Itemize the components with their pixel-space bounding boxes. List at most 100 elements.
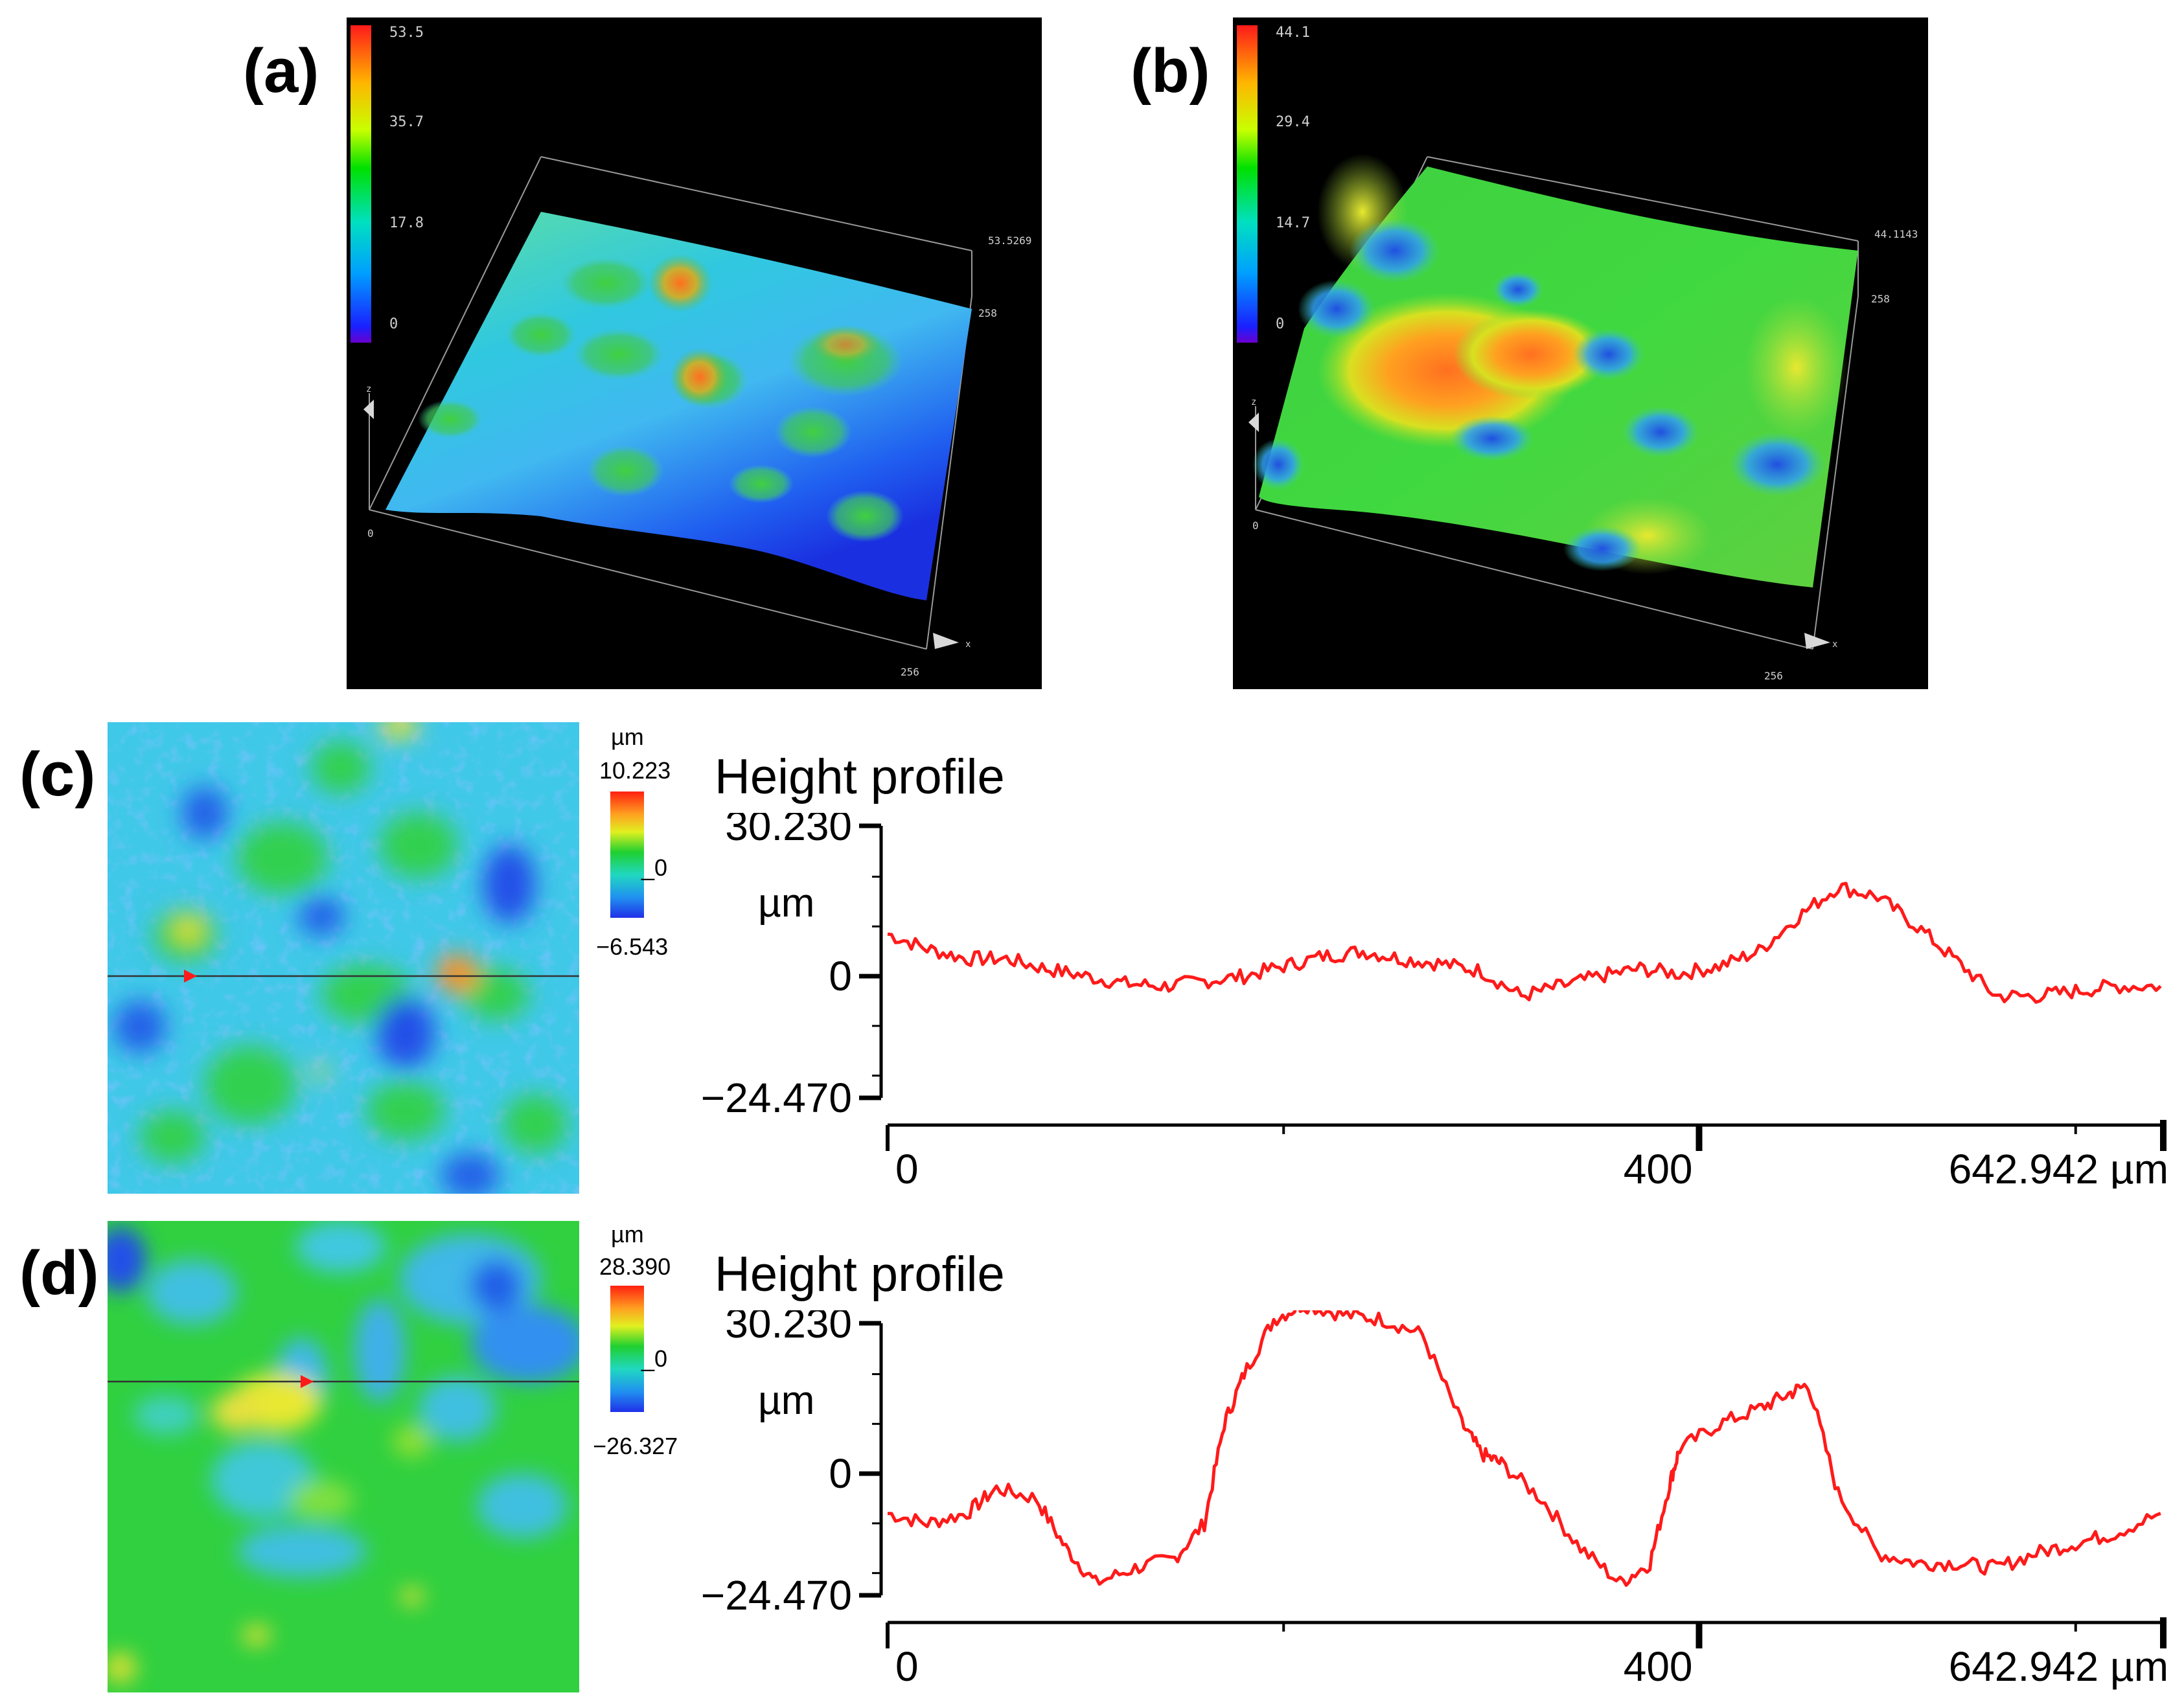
profile-data-point bbox=[1669, 1483, 1671, 1485]
x-tick-label: 400 bbox=[1624, 1643, 1693, 1690]
x-tick-label: 0 bbox=[895, 1146, 919, 1189]
profile-data-point bbox=[2075, 990, 2076, 992]
profile-data-point bbox=[926, 1522, 928, 1524]
colorbar-c-unit: µm bbox=[611, 723, 644, 750]
surface-3d-viewer-b[interactable]: 44.1 29.4 14.7 0 44.1143 258 256 0 x bbox=[1233, 17, 1928, 689]
x-tick-label: 642.942 µm bbox=[1949, 1146, 2168, 1189]
axis-x-letter-b: x bbox=[1832, 639, 1837, 650]
profile-data-point bbox=[1995, 1567, 1997, 1569]
y-tick-label: 30.230 bbox=[725, 1310, 852, 1347]
profile-data-point bbox=[887, 1512, 889, 1514]
axis-max-label-b: 44.1143 bbox=[1874, 228, 1918, 240]
profile-data-point bbox=[1045, 968, 1047, 970]
x-arrow-icon bbox=[933, 633, 959, 649]
profile-title-c: Height profile bbox=[715, 749, 1005, 804]
x-extent-label-b: 256 bbox=[1764, 670, 1783, 682]
height-map-c[interactable] bbox=[108, 722, 579, 1194]
profile-data-point bbox=[1480, 970, 1482, 972]
y-tick-label: 0 bbox=[829, 1450, 852, 1497]
colorbar-c-min: −6.543 bbox=[596, 933, 669, 960]
profile-direction-icon bbox=[301, 1375, 314, 1388]
profile-data-point bbox=[1243, 975, 1245, 977]
profile-data-point bbox=[1718, 1423, 1720, 1425]
profile-data-point bbox=[2114, 985, 2116, 987]
profile-data-point bbox=[1006, 958, 1007, 960]
colorbar-a bbox=[351, 25, 371, 343]
profile-data-point bbox=[1204, 1522, 1206, 1524]
profile-data-point bbox=[1085, 975, 1086, 977]
profile-data-point bbox=[2114, 1532, 2116, 1534]
profile-data-point bbox=[1521, 995, 1523, 997]
profile-data-point bbox=[1164, 985, 1166, 987]
profile-data-point bbox=[1877, 1552, 1879, 1554]
profile-data-point bbox=[2035, 1552, 2037, 1554]
z-arrow-icon bbox=[1248, 413, 1259, 432]
x-extent-label-a: 256 bbox=[901, 666, 919, 678]
profile-data-point bbox=[1679, 1448, 1681, 1450]
profile-data-point bbox=[1362, 950, 1364, 952]
profile-data-point bbox=[1401, 958, 1403, 960]
profile-data-point bbox=[2035, 995, 2037, 997]
x-tick-label: 642.942 µm bbox=[1949, 1643, 2168, 1690]
y-tick-label: 0 bbox=[829, 953, 852, 999]
y-tick-label: 30.230 bbox=[725, 813, 852, 849]
surface-3d-viewer-a[interactable]: 53.5 35.7 17.8 0 53.5269 258 256 0 bbox=[347, 17, 1042, 689]
profile-data-point bbox=[1758, 950, 1760, 952]
surface-a bbox=[385, 212, 972, 600]
profile-direction-icon bbox=[184, 970, 197, 983]
axis-z-letter-a: z bbox=[366, 384, 371, 394]
panel-label-c: (c) bbox=[19, 740, 96, 809]
profile-data-point bbox=[1540, 1497, 1542, 1499]
profile-data-point bbox=[1134, 1567, 1136, 1569]
profile-data-point bbox=[1382, 1319, 1384, 1321]
colorbar-c bbox=[610, 791, 644, 918]
profile-data-point bbox=[1758, 1408, 1760, 1410]
origin-label-b: 0 bbox=[1252, 519, 1259, 532]
profile-data-point bbox=[1480, 1453, 1482, 1455]
colorbar-a-tick: 35.7 bbox=[389, 114, 424, 130]
panel-label-a: (a) bbox=[243, 36, 319, 106]
profile-data-point bbox=[1639, 968, 1641, 970]
profile-data-point bbox=[1580, 1547, 1581, 1549]
x-tick-label: 400 bbox=[1624, 1146, 1693, 1189]
profile-data-point bbox=[1916, 1562, 1918, 1564]
profile-data-point bbox=[1995, 995, 1997, 997]
height-map-d[interactable] bbox=[108, 1221, 579, 1692]
y-tick-label: −24.470 bbox=[701, 1075, 852, 1121]
profile-data-point bbox=[1283, 965, 1285, 967]
profile-data-point bbox=[1649, 1562, 1651, 1564]
profile-data-point bbox=[1877, 896, 1879, 898]
panel-label-d: (d) bbox=[19, 1238, 99, 1308]
profile-data-point bbox=[1035, 1497, 1037, 1499]
profile-data-point bbox=[1808, 1383, 1810, 1385]
profile-data-point bbox=[2159, 1512, 2161, 1514]
colorbar-b-tick: 44.1 bbox=[1276, 25, 1310, 41]
colorbar-b bbox=[1237, 25, 1258, 343]
profile-data-point bbox=[1837, 885, 1839, 887]
profile-data-point bbox=[1204, 980, 1206, 982]
profile-data-point bbox=[966, 958, 968, 960]
profile-data-point bbox=[1500, 1463, 1502, 1464]
x-arrow-icon bbox=[1804, 633, 1830, 649]
profile-data-point bbox=[1124, 983, 1126, 985]
profile-data-point bbox=[2075, 1542, 2076, 1544]
profile-data-point bbox=[1916, 926, 1918, 928]
colorbar-a-tick: 53.5 bbox=[389, 25, 424, 41]
bounding-box-a bbox=[369, 156, 972, 650]
y-axis-unit-label: µm bbox=[758, 1378, 814, 1423]
colorbar-d-zero: _0 bbox=[641, 1345, 668, 1372]
y-extent-label-a: 258 bbox=[978, 307, 997, 319]
colorbar-d-unit: µm bbox=[611, 1221, 644, 1247]
profile-data-point bbox=[1837, 1492, 1839, 1494]
axis-x-letter-a: x bbox=[965, 639, 971, 650]
profile-data-point bbox=[1956, 1562, 1958, 1564]
profile-data-point bbox=[926, 948, 928, 950]
colorbar-a-tick: 0 bbox=[389, 316, 398, 332]
colorbar-c-zero: _0 bbox=[641, 854, 668, 881]
profile-data-point bbox=[2159, 985, 2161, 987]
profile-data-point bbox=[996, 1488, 998, 1490]
profile-series-line bbox=[887, 1301, 2161, 1587]
y-tick-label: −24.470 bbox=[701, 1572, 852, 1619]
profile-data-point bbox=[966, 1512, 968, 1514]
x-tick-label: 0 bbox=[895, 1643, 919, 1690]
